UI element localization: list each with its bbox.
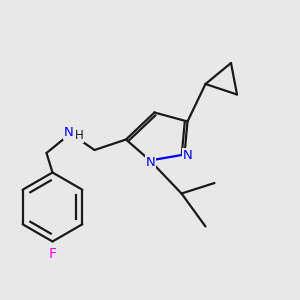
Text: H: H (75, 129, 84, 142)
Text: F: F (49, 247, 56, 261)
Text: N: N (146, 155, 156, 169)
Text: N: N (64, 126, 74, 139)
Text: N: N (183, 149, 192, 162)
